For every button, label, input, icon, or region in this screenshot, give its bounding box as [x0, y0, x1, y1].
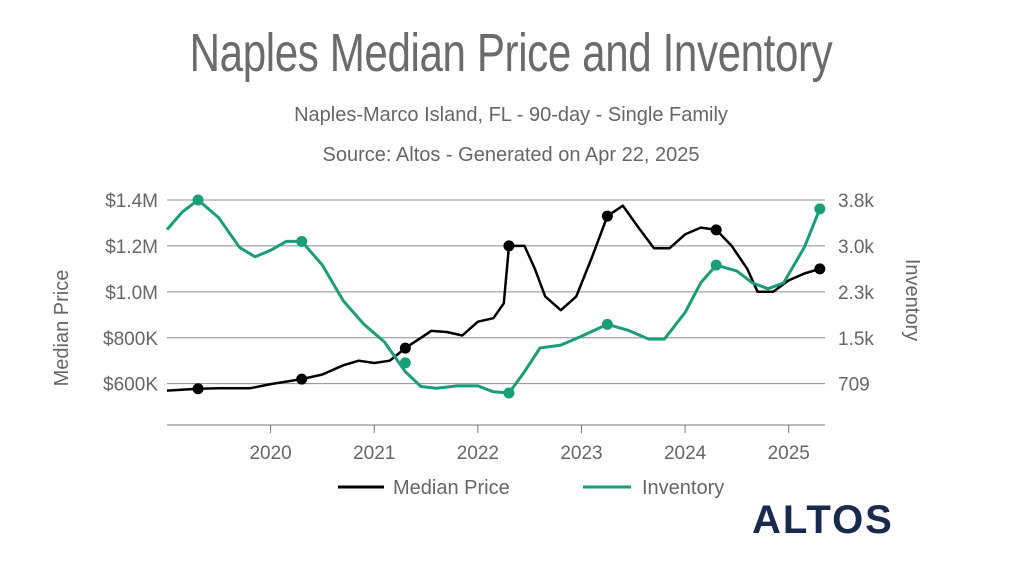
series-point-inventory: [601, 318, 613, 330]
legend-label-inventory: Inventory: [642, 477, 724, 499]
series-line-median-price: [166, 204, 821, 392]
left-axis-label: Median Price: [51, 270, 73, 387]
x-tick-label: 2021: [353, 443, 395, 464]
series-point-median-price: [601, 210, 613, 222]
series-layer: [165, 194, 826, 399]
chart-subtitle: Naples-Marco Island, FL - 90-day - Singl…: [294, 104, 728, 126]
series-point-inventory: [814, 203, 826, 215]
x-tick-label: 2025: [768, 443, 810, 464]
altos-logo: ALTOS: [752, 498, 894, 542]
right-tick-label: 1.5k: [838, 329, 874, 350]
left-tick-label: $1.2M: [105, 237, 158, 258]
series-point-median-price: [814, 263, 826, 275]
x-axis-ticks: 2020 2021 2022 2023 2024 2025: [249, 425, 810, 464]
series-point-inventory: [192, 194, 204, 206]
right-tick-label: 3.0k: [838, 237, 874, 258]
left-axis-ticks: $600K $800K $1.0M $1.2M $1.4M: [103, 191, 158, 396]
series-point-median-price: [503, 240, 515, 252]
right-tick-label: 3.8k: [838, 191, 874, 212]
x-tick-label: 2022: [457, 443, 499, 464]
right-tick-label: 709: [838, 375, 870, 396]
left-tick-label: $1.0M: [105, 283, 158, 304]
left-tick-label: $800K: [103, 329, 158, 350]
left-tick-label: $1.4M: [105, 191, 158, 212]
right-axis-label: Inventory: [901, 259, 923, 341]
series-point-median-price: [710, 224, 722, 236]
chart-title: Naples Median Price and Inventory: [189, 23, 833, 83]
x-tick-label: 2023: [560, 443, 602, 464]
series-point-inventory: [399, 357, 411, 369]
series-point-inventory: [710, 259, 722, 271]
series-line-inventory: [165, 198, 822, 395]
left-tick-label: $600K: [103, 375, 158, 396]
legend: Median Price Inventory: [338, 477, 724, 499]
right-axis-ticks: 709 1.5k 2.3k 3.0k 3.8k: [838, 191, 874, 396]
x-tick-label: 2020: [249, 443, 291, 464]
series-point-median-price: [399, 342, 411, 354]
legend-label-median-price: Median Price: [393, 477, 510, 499]
series-point-median-price: [296, 373, 308, 385]
series-point-inventory: [503, 387, 515, 399]
x-tick-label: 2024: [664, 443, 707, 464]
series-point-inventory: [296, 235, 308, 247]
chart-source: Source: Altos - Generated on Apr 22, 202…: [322, 144, 700, 166]
right-tick-label: 2.3k: [838, 283, 874, 304]
series-point-median-price: [192, 383, 204, 395]
